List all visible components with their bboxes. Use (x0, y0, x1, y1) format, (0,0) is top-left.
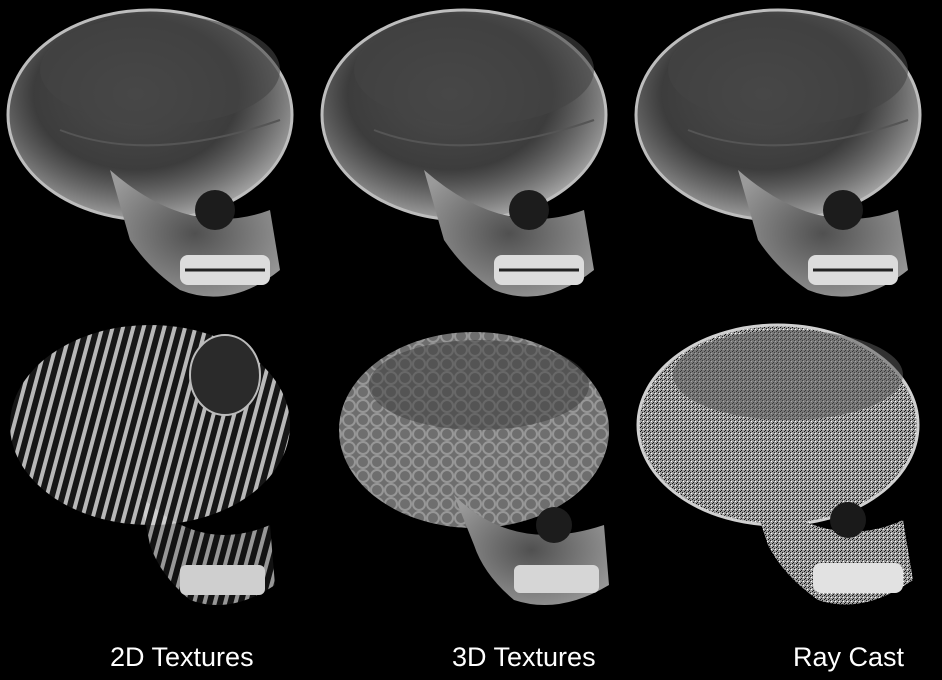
skull-render-top-3d (314, 0, 628, 320)
caption-2d-textures: 2D Textures (110, 642, 254, 672)
skull-render-bottom-2d (0, 315, 314, 635)
caption-3d-textures: 3D Textures (452, 642, 596, 672)
skull-render-bottom-raycast (628, 315, 942, 635)
caption-ray-cast: Ray Cast (793, 642, 905, 672)
skull-render-top-raycast (628, 0, 942, 320)
skull-render-bottom-3d (314, 315, 628, 635)
skull-render-top-2d (0, 0, 314, 320)
